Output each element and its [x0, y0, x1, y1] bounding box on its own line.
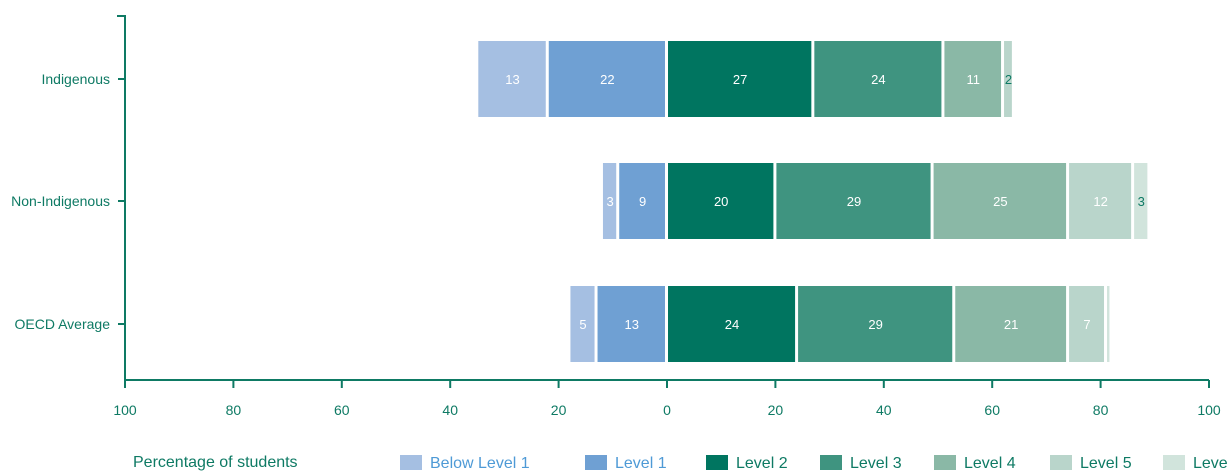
legend-label-level-6: Level 6: [1193, 455, 1227, 472]
data-label-oecd-average-level-2: 24: [725, 317, 739, 332]
category-label-non-indigenous: Non-Indigenous: [11, 193, 110, 209]
bar-non-indigenous-level-2: [668, 163, 774, 239]
data-label-indigenous-level-3: 24: [871, 72, 885, 87]
data-label-non-indigenous-level-6: 3: [1138, 194, 1145, 209]
data-label-indigenous-level-4: 11: [966, 72, 980, 87]
x-tick-label-0: 100: [113, 402, 137, 418]
bar-indigenous-level-3: [814, 41, 942, 117]
legend-label-level-3: Level 3: [850, 455, 902, 472]
data-label-oecd-average-level-1: 13: [625, 317, 639, 332]
x-tick-label-2: 60: [334, 402, 350, 418]
x-tick-label-4: 20: [551, 402, 567, 418]
bar-indigenous-level-1: [548, 41, 665, 117]
category-label-oecd-average: OECD Average: [15, 316, 111, 332]
data-label-non-indigenous-level-4: 25: [993, 194, 1007, 209]
bar-indigenous-below-level-1: [478, 41, 546, 117]
data-label-non-indigenous-below-level-1: 3: [606, 194, 613, 209]
data-label-indigenous-below-level-1: 13: [505, 72, 519, 87]
data-label-oecd-average-level-5: 7: [1083, 317, 1090, 332]
bar-oecd-average-level-5: [1069, 286, 1105, 362]
x-tick-label-10: 100: [1197, 402, 1221, 418]
legend-label-level-2: Level 2: [736, 455, 788, 472]
bar-indigenous-level-4: [944, 41, 1002, 117]
legend-label-below-level-1: Below Level 1: [430, 455, 530, 472]
data-label-indigenous-level-5: 2: [1005, 72, 1012, 87]
bar-oecd-average-level-6: [1107, 286, 1110, 362]
data-label-non-indigenous-level-2: 20: [714, 194, 728, 209]
bar-oecd-average-level-4: [955, 286, 1067, 362]
data-label-oecd-average-level-3: 29: [868, 317, 882, 332]
x-axis-label: Percentage of students: [133, 454, 298, 471]
bar-non-indigenous-below-level-1: [602, 163, 617, 239]
bar-non-indigenous-level-4: [933, 163, 1067, 239]
data-label-non-indigenous-level-5: 12: [1093, 194, 1107, 209]
x-tick-label-9: 80: [1093, 402, 1109, 418]
data-label-non-indigenous-level-3: 29: [847, 194, 861, 209]
x-tick-label-3: 40: [442, 402, 458, 418]
x-tick-label-5: 0: [663, 402, 671, 418]
legend-swatch-level-6: [1163, 455, 1185, 470]
legend-swatch-level-1: [585, 455, 607, 470]
x-tick-label-1: 80: [226, 402, 242, 418]
data-label-indigenous-level-1: 22: [600, 72, 614, 87]
x-tick-label-6: 20: [768, 402, 784, 418]
legend-swatch-level-4: [934, 455, 956, 470]
bar-non-indigenous-level-5: [1069, 163, 1132, 239]
legend-label-level-5: Level 5: [1080, 455, 1132, 472]
bar-indigenous-level-5: [1004, 41, 1012, 117]
bar-non-indigenous-level-6: [1134, 163, 1148, 239]
bar-oecd-average-level-2: [668, 286, 796, 362]
legend: Percentage of students Below Level 1 Leve…: [133, 454, 1227, 472]
bar-oecd-average-level-1: [597, 286, 665, 362]
bar-non-indigenous-level-3: [776, 163, 931, 239]
legend-swatch-level-3: [820, 455, 842, 470]
data-label-oecd-average-below-level-1: 5: [579, 317, 586, 332]
category-label-indigenous: Indigenous: [41, 71, 110, 87]
bar-oecd-average-level-3: [798, 286, 953, 362]
legend-swatch-below-level-1: [400, 455, 422, 470]
data-label-oecd-average-level-4: 21: [1004, 317, 1018, 332]
axes-group: Indigenous Non-Indigenous OECD Average 100 8…: [11, 15, 1221, 418]
bar-oecd-average-below-level-1: [570, 286, 595, 362]
legend-swatch-level-2: [706, 455, 728, 470]
legend-label-level-4: Level 4: [964, 455, 1016, 472]
data-label-indigenous-level-2: 27: [733, 72, 747, 87]
x-tick-label-8: 60: [984, 402, 1000, 418]
bar-indigenous-level-2: [668, 41, 812, 117]
data-label-non-indigenous-level-1: 9: [639, 194, 646, 209]
legend-label-level-1: Level 1: [615, 455, 667, 472]
x-tick-label-7: 40: [876, 402, 892, 418]
bar-non-indigenous-level-1: [619, 163, 665, 239]
legend-swatch-level-5: [1050, 455, 1072, 470]
